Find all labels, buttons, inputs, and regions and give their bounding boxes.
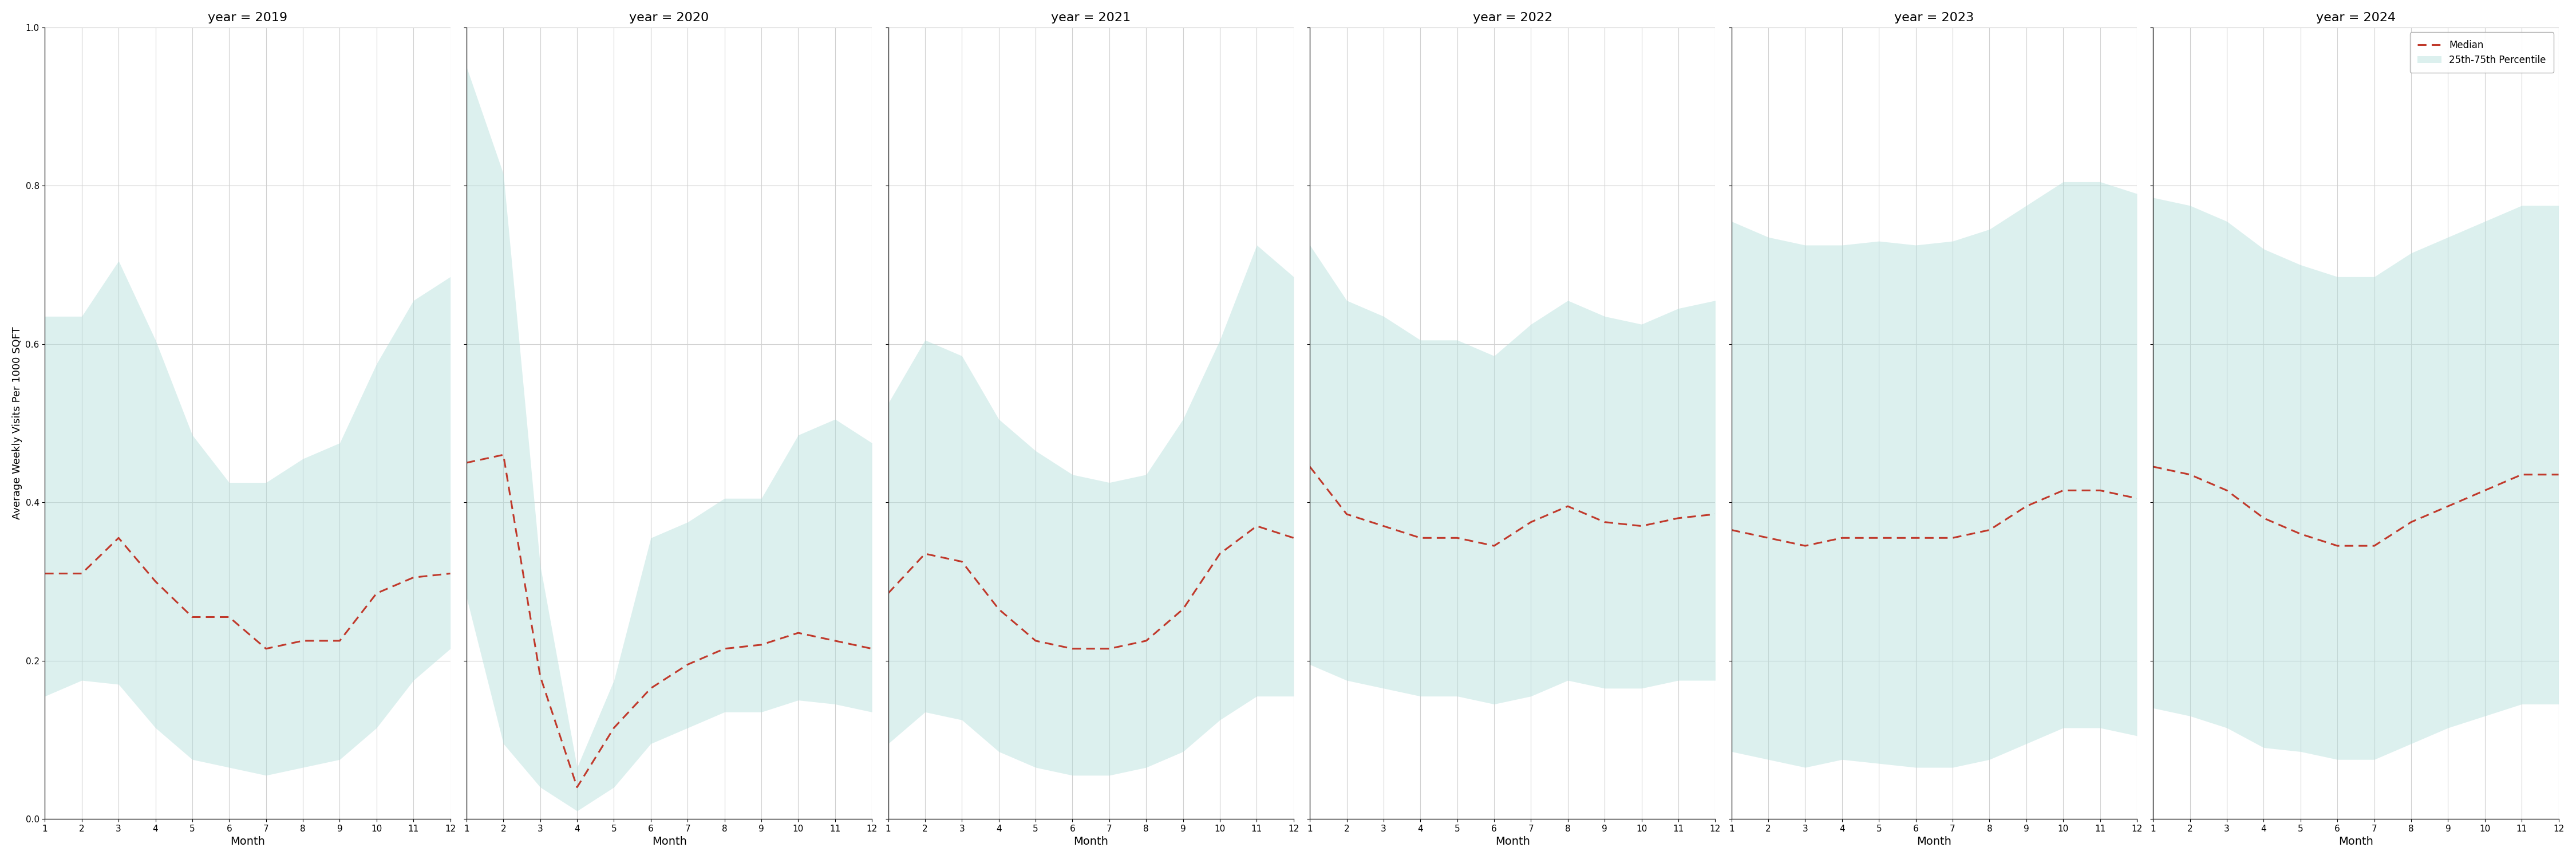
Title: year = 2019: year = 2019 bbox=[209, 12, 289, 23]
Title: year = 2022: year = 2022 bbox=[1473, 12, 1553, 23]
X-axis label: Month: Month bbox=[1074, 836, 1108, 847]
X-axis label: Month: Month bbox=[652, 836, 688, 847]
X-axis label: Month: Month bbox=[2339, 836, 2372, 847]
Legend: Median, 25th-75th Percentile: Median, 25th-75th Percentile bbox=[2411, 33, 2553, 73]
X-axis label: Month: Month bbox=[1494, 836, 1530, 847]
X-axis label: Month: Month bbox=[1917, 836, 1953, 847]
Y-axis label: Average Weekly Visits Per 1000 SQFT: Average Weekly Visits Per 1000 SQFT bbox=[13, 326, 23, 520]
Title: year = 2020: year = 2020 bbox=[629, 12, 708, 23]
Title: year = 2023: year = 2023 bbox=[1893, 12, 1973, 23]
Title: year = 2021: year = 2021 bbox=[1051, 12, 1131, 23]
Title: year = 2024: year = 2024 bbox=[2316, 12, 2396, 23]
X-axis label: Month: Month bbox=[229, 836, 265, 847]
